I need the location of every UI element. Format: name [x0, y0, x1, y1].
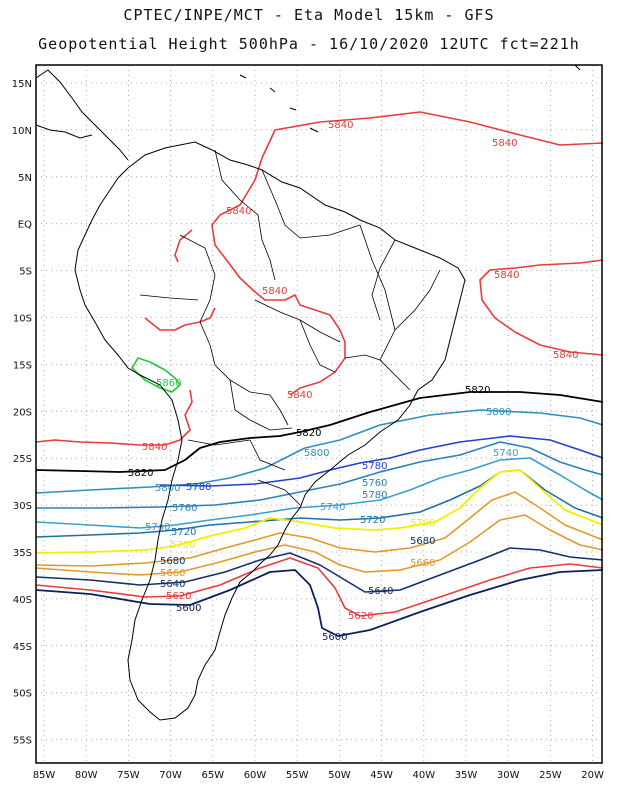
- label-5800-c: 5800: [155, 483, 180, 494]
- lat-label: 15S: [13, 360, 32, 371]
- lon-label: 50W: [328, 770, 351, 781]
- contour-5680: [35, 491, 604, 567]
- label-5680-a: 5680: [410, 536, 435, 547]
- lat-label: 20S: [13, 407, 32, 418]
- lat-label: 10S: [13, 314, 32, 325]
- contour-5780: [159, 435, 604, 487]
- label-5800-a: 5800: [486, 407, 511, 418]
- lon-label: 35W: [455, 770, 478, 781]
- grid-lines: [36, 65, 602, 763]
- lon-label: 75W: [117, 770, 140, 781]
- lon-label: 45W: [370, 770, 393, 781]
- country-borders: [139, 149, 441, 506]
- label-5820-c: 5820: [128, 468, 153, 479]
- label-5840-c: 5840: [226, 206, 251, 217]
- label-5840-h: 5840: [142, 442, 167, 453]
- label-5800-b: 5800: [304, 448, 329, 459]
- label-5840-a: 5840: [328, 120, 353, 131]
- contour-5840-amazon: [211, 157, 346, 396]
- lat-label: 5S: [19, 267, 32, 278]
- label-5780-c: 5780: [362, 490, 387, 501]
- label-5600-b: 5600: [176, 603, 201, 614]
- longitude-labels: 85W 80W 75W 70W 65W 60W 55W 50W 45W 40W 35W 30W 25W 2…: [33, 770, 604, 781]
- label-5660-a: 5660: [410, 558, 435, 569]
- label-5840-d: 5840: [494, 270, 519, 281]
- lon-label: 40W: [412, 770, 435, 781]
- contour-labels: 5840 5840 5840 5840 5840 5840 5840 5840 …: [128, 120, 578, 643]
- label-5760-a: 5760: [362, 478, 387, 489]
- lon-label: 80W: [75, 770, 98, 781]
- label-5740-c: 5740: [145, 522, 170, 533]
- label-5840-f: 5840: [553, 350, 578, 361]
- lat-label: 55S: [13, 736, 32, 747]
- lat-label: 50S: [13, 689, 32, 700]
- label-5640-a: 5640: [368, 586, 393, 597]
- lat-label: 15N: [12, 79, 32, 90]
- latitude-labels: 15N 10N 5N EQ 5S 10S 15S 20S 25S 30S 35S 40S 45S 50S 5…: [12, 79, 32, 747]
- central-america-coastline: [35, 69, 129, 161]
- lat-label: 45S: [13, 642, 32, 653]
- contour-5620: [35, 557, 604, 617]
- label-5720-a: 5720: [360, 515, 385, 526]
- lat-label: 25S: [13, 454, 32, 465]
- lat-label: 10N: [12, 126, 32, 137]
- lon-label: 60W: [244, 770, 267, 781]
- label-5700-b: 5700: [170, 540, 195, 551]
- lon-label: 30W: [497, 770, 520, 781]
- contour-5600: [35, 569, 604, 637]
- label-5820-a: 5820: [465, 385, 490, 396]
- coastlines: [35, 64, 581, 721]
- label-5720-b: 5720: [171, 527, 196, 538]
- contour-5740: [35, 457, 604, 529]
- lon-label: 65W: [201, 770, 224, 781]
- contour-5840-east: [479, 259, 604, 356]
- lat-label: 5N: [18, 173, 32, 184]
- lon-label: 20W: [581, 770, 604, 781]
- south-america-coastline: [74, 141, 466, 721]
- label-5840-e: 5840: [262, 286, 287, 297]
- label-5840-b: 5840: [492, 138, 517, 149]
- label-5780-b: 5780: [186, 482, 211, 493]
- lon-label: 85W: [33, 770, 56, 781]
- caribbean-islands: [239, 64, 581, 133]
- label-5780-a: 5780: [362, 461, 387, 472]
- contour-5820: [35, 391, 604, 473]
- label-5640-b: 5640: [160, 579, 185, 590]
- map-subtitle: Geopotential Height 500hPa - 16/10/2020 …: [38, 35, 580, 53]
- label-5820-b: 5820: [296, 428, 321, 439]
- label-5700-a: 5700: [410, 518, 435, 529]
- contour-5660: [35, 514, 604, 576]
- contour-5800: [35, 409, 604, 494]
- plot-frame: [35, 64, 603, 764]
- lon-label: 55W: [286, 770, 309, 781]
- contour-lines: [35, 111, 604, 637]
- contour-5700: [35, 469, 604, 554]
- label-5660-b: 5660: [160, 568, 185, 579]
- lat-label: 35S: [13, 548, 32, 559]
- lat-label: 40S: [13, 595, 32, 606]
- map-title: CPTEC/INPE/MCT - Eta Model 15km - GFS: [123, 6, 495, 24]
- contour-5860: [131, 357, 181, 393]
- label-5620-b: 5620: [166, 591, 191, 602]
- contour-5840-west: [35, 229, 216, 446]
- label-5760-b: 5760: [172, 503, 197, 514]
- contour-5840-north: [261, 111, 604, 159]
- label-5860: 5860: [156, 378, 181, 389]
- label-5620-a: 5620: [348, 611, 373, 622]
- label-5680-b: 5680: [160, 556, 185, 567]
- lon-label: 70W: [159, 770, 182, 781]
- label-5740-b: 5740: [320, 502, 345, 513]
- lat-label: EQ: [18, 220, 32, 231]
- label-5840-g: 5840: [287, 390, 312, 401]
- label-5600-a: 5600: [322, 632, 347, 643]
- contour-5760: [36, 441, 604, 509]
- label-5740-a: 5740: [493, 448, 518, 459]
- contour-5640: [35, 547, 604, 593]
- lat-label: 30S: [13, 501, 32, 512]
- lon-label: 25W: [539, 770, 562, 781]
